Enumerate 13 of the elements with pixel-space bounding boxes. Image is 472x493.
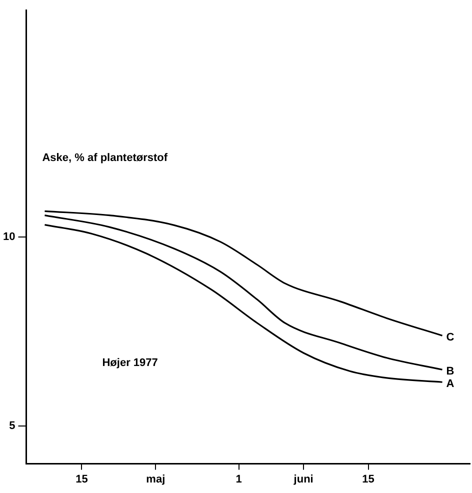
annotation: Højer 1977 [102,357,158,370]
y-tick-label: 10 [2,230,16,243]
series-label: A [446,378,454,390]
x-tick-label: 15 [362,473,374,486]
x-tick-label: 15 [76,473,88,486]
series-label: B [446,366,454,378]
x-tick-label: juni [292,473,314,486]
x-tick-label: 1 [236,473,242,486]
line-series [44,210,444,336]
series-label: C [446,332,454,344]
y-tick-label: 5 [9,420,16,432]
x-tick-label: maj [146,473,166,486]
y-axis-title: Aske, % af plantetørstof [42,152,168,164]
